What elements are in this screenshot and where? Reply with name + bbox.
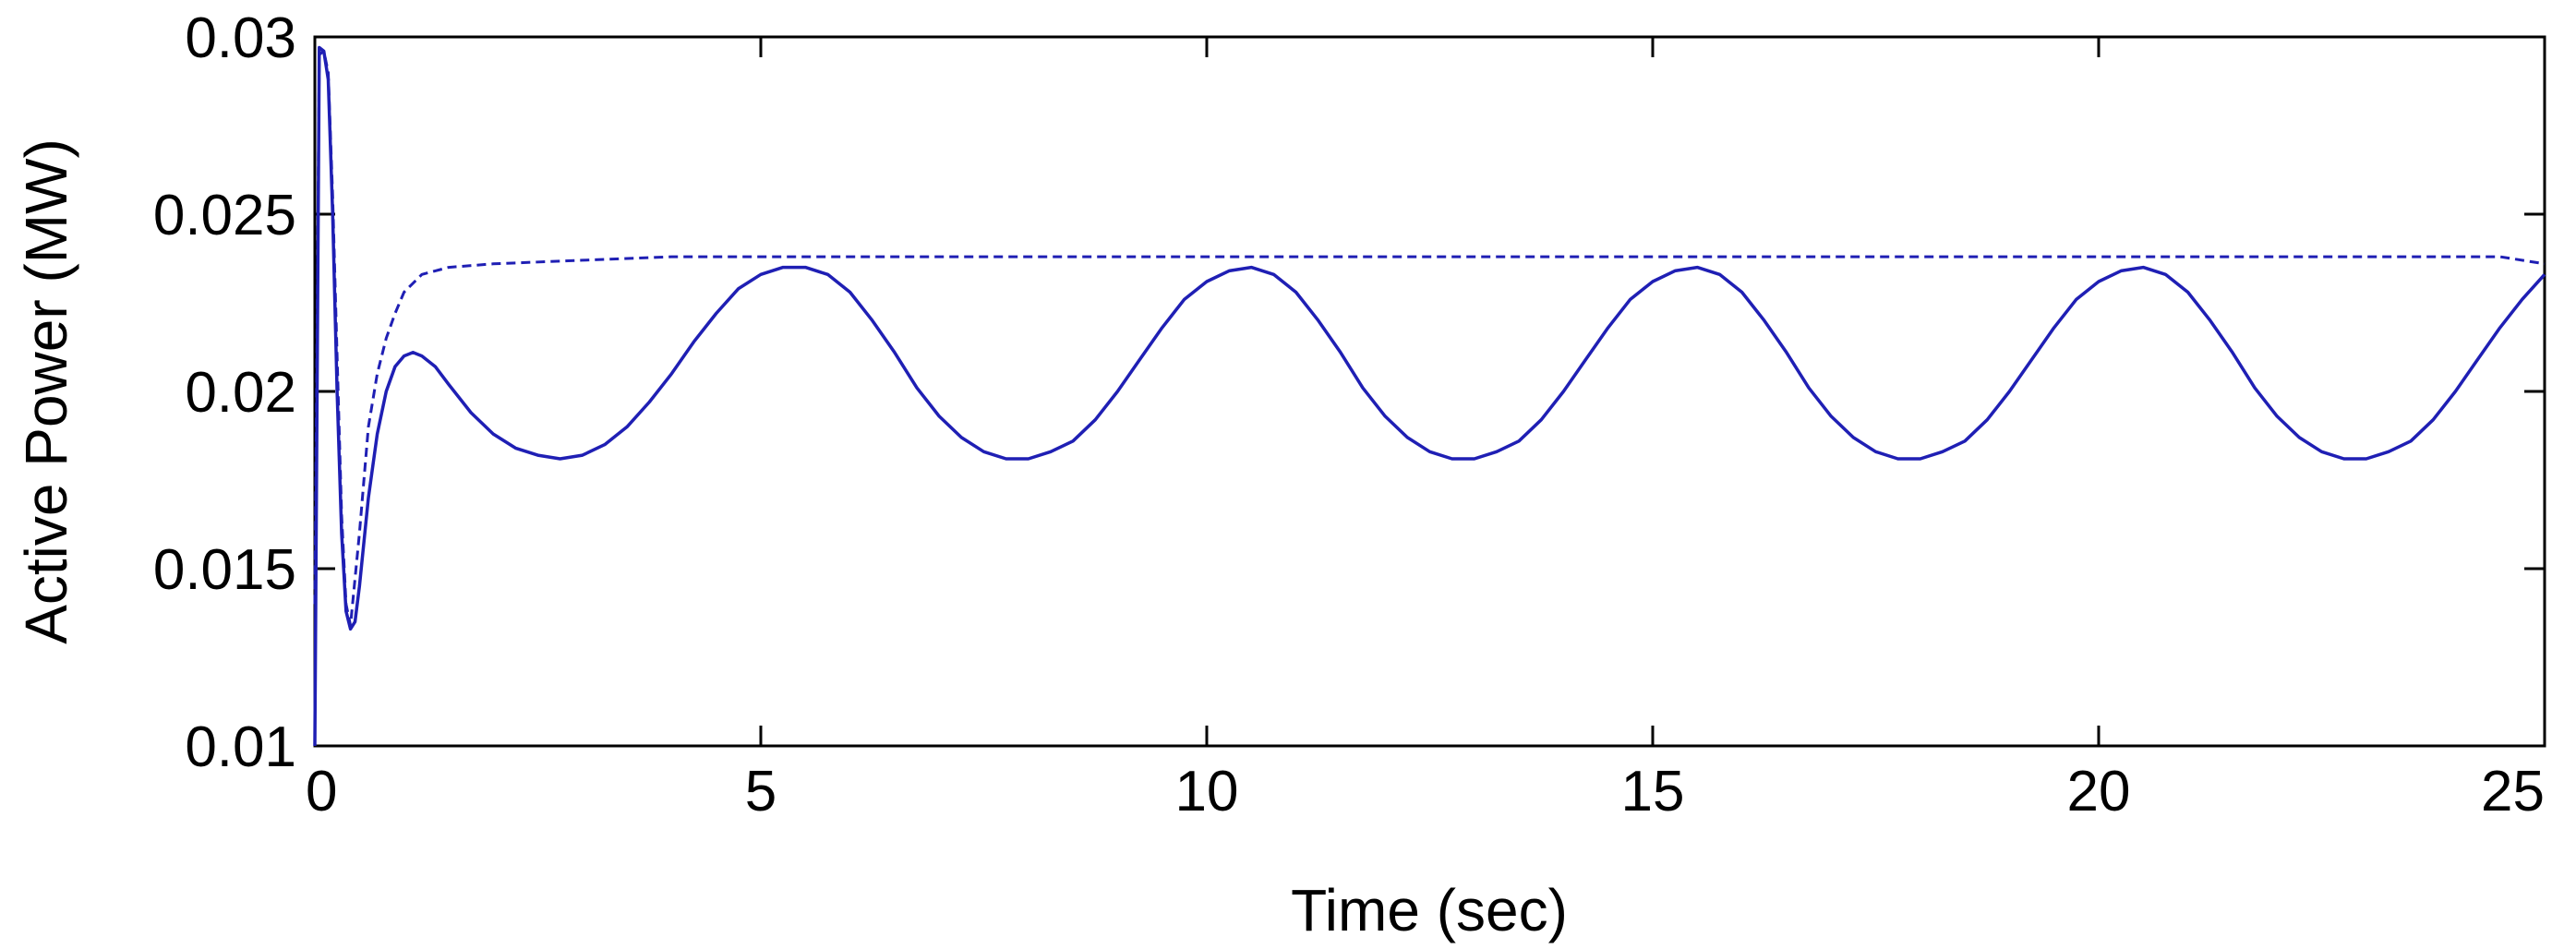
solid-series-line bbox=[313, 45, 2546, 747]
x-tick-label: 25 bbox=[2481, 760, 2545, 823]
x-tick-label: 10 bbox=[1175, 760, 1239, 823]
x-tick-label: 5 bbox=[745, 760, 776, 823]
y-tick-label: 0.015 bbox=[153, 538, 296, 602]
series-layer bbox=[313, 45, 2546, 747]
y-axis-label: Active Power (MW) bbox=[13, 138, 79, 644]
x-tick-label: 0 bbox=[306, 760, 337, 823]
y-tick-label: 0.025 bbox=[153, 184, 296, 247]
x-tick-label: 20 bbox=[2067, 760, 2131, 823]
y-tick-label: 0.02 bbox=[185, 361, 296, 425]
x-tick-label: 15 bbox=[1621, 760, 1685, 823]
y-tick-label: 0.03 bbox=[185, 6, 296, 70]
x-axis-label: Time (sec) bbox=[1291, 877, 1568, 943]
tick-labels-layer: 0 5 10 15 20 25 0.01 0.015 0.02 0.025 0.03 bbox=[153, 6, 2545, 823]
y-tick-label: 0.01 bbox=[185, 715, 296, 779]
ticks-layer bbox=[313, 35, 2546, 748]
plot-area-frame bbox=[313, 35, 2546, 748]
